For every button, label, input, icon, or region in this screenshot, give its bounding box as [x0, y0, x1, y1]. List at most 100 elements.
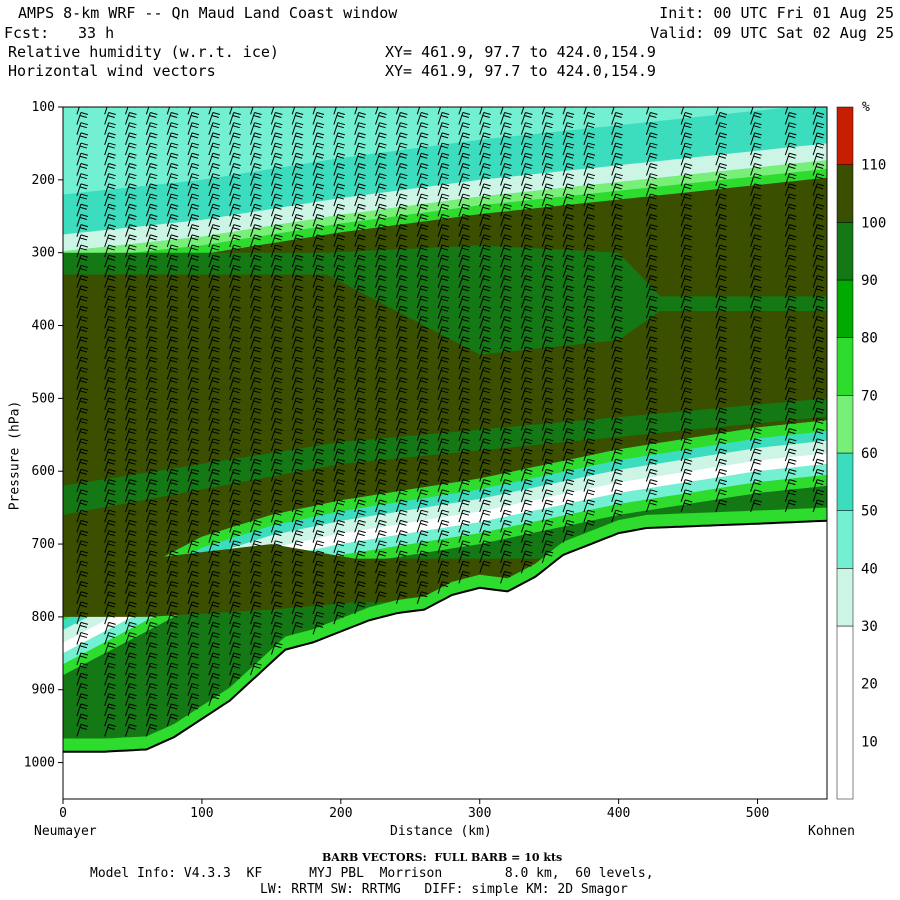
wind-barb — [145, 305, 158, 319]
wind-barb — [715, 397, 728, 411]
wind-barb — [76, 550, 89, 564]
wind-barb — [76, 672, 89, 686]
wind-barb — [208, 458, 220, 472]
wind-barb — [270, 213, 283, 227]
wind-barb — [562, 387, 575, 400]
x-tick-label: 100 — [190, 806, 213, 821]
wind-barb — [125, 601, 137, 615]
wind-barb — [520, 336, 533, 349]
wind-barb — [520, 213, 533, 227]
wind-barb — [145, 162, 158, 176]
wind-barb — [562, 438, 575, 451]
wind-barb — [76, 652, 89, 666]
wind-barb — [583, 224, 596, 237]
wind-barb — [104, 428, 116, 441]
wind-barb — [229, 560, 241, 574]
wind-barb — [250, 142, 262, 156]
init-time: Init: 00 UTC Fri 01 Aug 25 — [659, 4, 894, 22]
wind-barb — [437, 468, 450, 482]
wind-barb — [104, 672, 116, 686]
wind-barb — [395, 519, 408, 533]
wind-barb — [784, 264, 797, 278]
wind-barb — [166, 132, 179, 146]
wind-barb — [229, 458, 241, 472]
wind-barb — [500, 377, 512, 390]
wind-barb — [458, 468, 471, 482]
wind-barb — [291, 407, 304, 421]
wind-barb — [479, 275, 491, 288]
wind-barb — [500, 193, 512, 207]
wind-barb — [187, 581, 200, 594]
wind-barb — [500, 122, 512, 135]
wind-barb — [479, 397, 491, 411]
wind-barb — [375, 438, 387, 451]
wind-barb — [479, 489, 491, 502]
wind-barb — [395, 183, 408, 197]
wind-barb — [312, 122, 325, 135]
wind-barb — [500, 295, 512, 309]
wind-barb — [270, 642, 283, 655]
wind-barb — [145, 570, 158, 584]
wind-barb — [187, 428, 200, 441]
wind-barb — [76, 112, 89, 125]
wind-barb — [125, 703, 137, 717]
colorbar-bin — [836, 279, 854, 338]
y-tick-label: 700 — [32, 537, 55, 552]
wind-barb — [812, 152, 825, 166]
wind-barb — [784, 254, 797, 268]
wind-barb — [395, 132, 408, 146]
wind-barb — [458, 397, 471, 411]
wind-barb — [145, 356, 158, 370]
wind-barb — [270, 326, 283, 339]
wind-barb — [645, 122, 658, 135]
wind-barb — [354, 315, 366, 329]
wind-barb — [76, 162, 89, 176]
wind-barb — [562, 244, 575, 258]
wind-barb — [270, 142, 283, 156]
wind-barb — [208, 509, 220, 523]
wind-barb — [76, 193, 89, 207]
wind-barb — [187, 183, 200, 197]
wind-barb — [562, 499, 575, 513]
wind-barb — [208, 662, 220, 676]
wind-barb — [125, 652, 137, 666]
wind-barb — [520, 417, 533, 431]
wind-barb — [611, 122, 623, 135]
wind-barb — [229, 132, 241, 146]
wind-barb — [250, 234, 262, 248]
wind-barb — [680, 142, 693, 156]
wind-barb — [437, 417, 450, 431]
wind-barb — [354, 499, 366, 513]
x-tick-label: 400 — [607, 806, 630, 821]
wind-barb — [250, 326, 262, 339]
wind-barb — [125, 683, 137, 696]
wind-barb — [187, 703, 200, 717]
wind-barb — [479, 458, 491, 472]
wind-barb — [229, 397, 241, 411]
wind-barb — [312, 275, 325, 288]
xy-line-2: XY= 461.9, 97.7 to 424.0,154.9 — [385, 62, 656, 80]
wind-barb — [229, 346, 241, 360]
wind-barb — [208, 326, 220, 339]
wind-barb — [145, 203, 158, 217]
wind-barb — [458, 203, 471, 217]
wind-barb — [375, 295, 387, 309]
wind-barb — [611, 213, 623, 227]
wind-barb — [437, 326, 450, 339]
wind-barb — [416, 295, 429, 309]
wind-barb — [270, 224, 283, 237]
wind-barb — [145, 581, 158, 594]
wind-barb — [250, 652, 262, 666]
wind-barb — [250, 468, 262, 482]
wind-barb — [784, 162, 797, 176]
wind-barb — [750, 183, 762, 197]
wind-barb — [416, 519, 429, 533]
wind-barb — [354, 448, 366, 462]
wind-barb — [715, 448, 728, 462]
wind-barb — [229, 652, 241, 666]
wind-barb — [125, 693, 137, 706]
wind-barb — [562, 407, 575, 421]
wind-barb — [208, 264, 220, 278]
wind-barb — [76, 581, 89, 594]
wind-barb — [354, 346, 366, 360]
